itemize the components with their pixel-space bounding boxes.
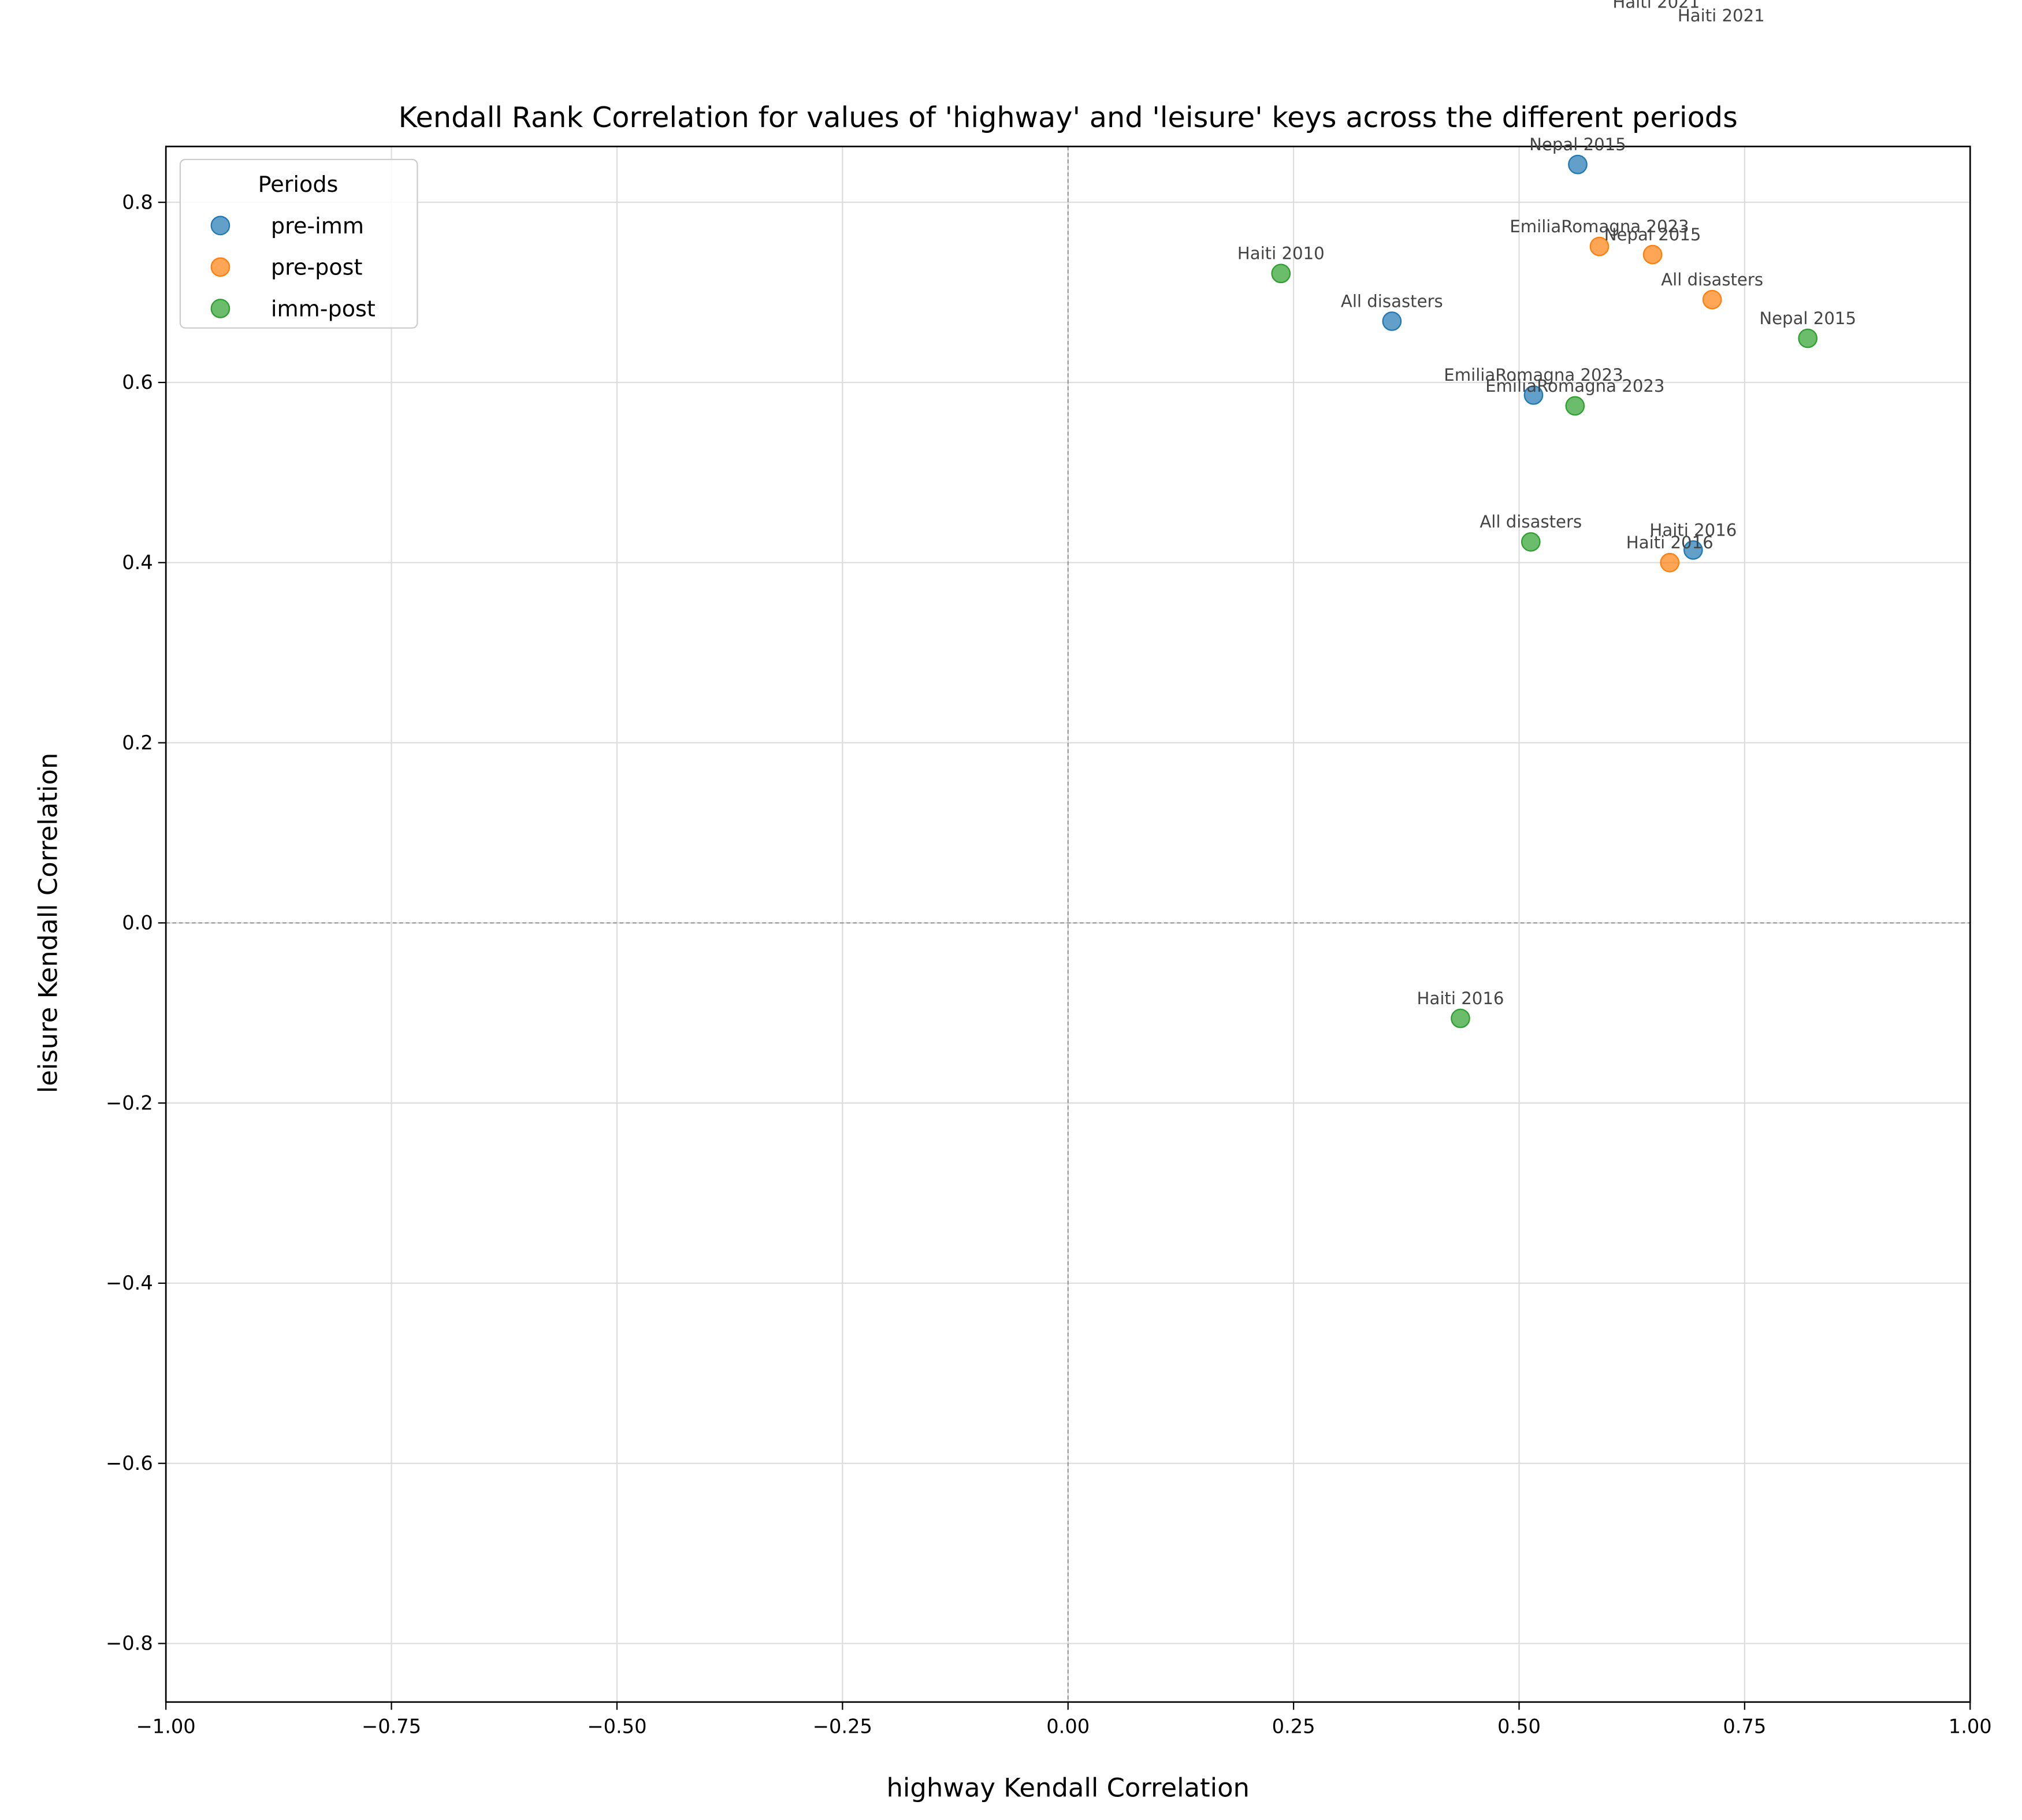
point-label: Nepal 2015 [1529,135,1626,154]
legend-marker [210,257,231,277]
point [1565,396,1585,416]
point [1568,154,1588,174]
point-label: Nepal 2015 [1604,225,1701,244]
point [1451,1008,1470,1028]
point [1523,385,1544,405]
legend-label: imm-post [271,296,376,321]
point [1521,532,1541,552]
y-tick-label: −0.8 [106,1632,153,1655]
y-tick-label: 0.6 [122,371,153,393]
x-tick-label: −0.75 [362,1715,421,1738]
x-tick-label: 0.50 [1497,1715,1541,1738]
legend-box [179,158,418,329]
point [1642,244,1663,265]
x-tick-label: 0.25 [1272,1715,1315,1738]
x-tick-label: 1.00 [1949,1715,1992,1738]
legend-marker [210,299,231,318]
point [1660,552,1680,573]
point-label: Haiti 2010 [1237,244,1325,263]
y-tick-label: 0.2 [122,731,153,754]
point-label: All disasters [1480,512,1582,532]
legend-label: pre-post [271,255,363,280]
point [1798,328,1818,348]
point-label: All disasters [1661,270,1763,289]
point-label: All disasters [1341,291,1443,311]
x-tick-label: −0.50 [587,1715,646,1738]
point [1589,236,1610,257]
labels: Nepal 2015 All disasters EmiliaRomagna 202… [1237,0,1856,1008]
legend-marker [210,216,231,236]
point [1702,289,1722,310]
y-tick-label: −0.4 [106,1272,153,1294]
point [1683,540,1703,560]
point-label: EmiliaRomagna 2023 [1510,217,1689,236]
legend-title: Periods [258,172,339,197]
y-tick-label: 0.8 [122,191,153,213]
y-tick-label: 0.4 [122,551,153,574]
point-label: Haiti 2021 [1678,6,1765,25]
y-tick-label: −0.2 [106,1091,153,1114]
x-tick-label: 0.75 [1723,1715,1766,1738]
point [1382,311,1402,331]
point-label: Haiti 2016 [1417,989,1504,1008]
point-label: Haiti 2016 [1649,520,1737,540]
legend: Periods pre-imm pre-post imm-post [179,158,418,329]
chart-title: Kendall Rank Correlation for values of '… [399,101,1738,134]
legend-label: pre-imm [271,213,364,239]
point [1271,263,1291,284]
y-axis-label: leisure Kendall Correlation [33,753,64,1093]
x-tick-label: 0.00 [1046,1715,1090,1738]
point-label: EmiliaRomagna 2023 [1444,365,1623,385]
x-axis-label: highway Kendall Correlation [886,1773,1250,1803]
x-tick-label: −1.00 [136,1715,196,1738]
point-label: Nepal 2015 [1759,309,1856,328]
point-label: Haiti 2016 [1626,533,1714,552]
points [1271,154,1818,1028]
x-tick-label: −0.25 [813,1715,872,1738]
point-label: Haiti 2021 [1612,0,1700,12]
y-tick-label: −0.6 [106,1452,153,1474]
y-tick-label: 0.0 [122,912,153,934]
point-label: EmiliaRomagna 2023 [1485,376,1664,396]
